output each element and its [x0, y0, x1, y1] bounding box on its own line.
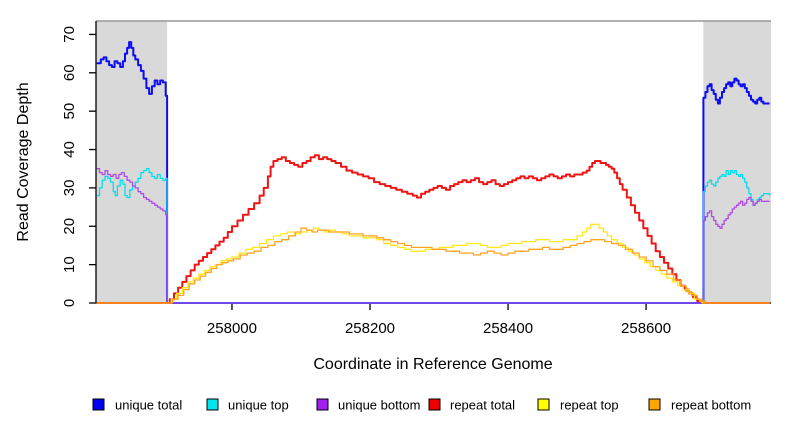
shaded-regions	[96, 21, 771, 303]
shaded-region	[703, 21, 771, 303]
legend-item: unique total	[92, 398, 182, 413]
legend-item: repeat top	[537, 398, 619, 413]
legend: unique total unique top unique bottom repea…	[92, 398, 751, 413]
x-tick-label: 258200	[345, 320, 395, 337]
legend-label: unique bottom	[338, 398, 420, 413]
x-tick-label: 258000	[207, 320, 257, 337]
legend-item: unique bottom	[316, 398, 420, 413]
x-axis-title: Coordinate in Reference Genome	[313, 356, 552, 373]
series-line-unique-bottom	[96, 168, 770, 304]
series-line-unique-total	[96, 41, 770, 304]
legend-item: repeat total	[428, 398, 515, 413]
y-tick-label: 40	[61, 141, 78, 158]
legend-label: unique top	[228, 398, 289, 413]
legend-swatch	[648, 398, 661, 411]
y-tick-label: 60	[61, 64, 78, 81]
x-tick-label: 258600	[621, 320, 671, 337]
y-tick-label: 10	[61, 256, 78, 273]
legend-swatch	[92, 398, 105, 411]
shaded-region	[96, 21, 168, 303]
y-axis-ticks: 0 10 20 30 40 50 60 70	[61, 26, 96, 307]
y-tick-label: 30	[61, 180, 78, 197]
legend-label: repeat top	[560, 398, 619, 413]
legend-label: repeat bottom	[671, 398, 751, 413]
series-line-repeat-bottom	[96, 227, 770, 304]
legend-swatch	[206, 398, 219, 411]
y-axis-title: Read Coverage Depth	[15, 82, 32, 241]
series-line-unique-top	[96, 168, 771, 304]
legend-swatch	[316, 398, 329, 411]
legend-label: repeat total	[450, 398, 515, 413]
legend-swatch	[537, 398, 550, 411]
y-tick-label: 20	[61, 218, 78, 235]
legend-label: unique total	[115, 398, 182, 413]
axes	[95, 21, 771, 304]
x-axis-ticks: 258000 258200 258400 258600	[207, 303, 671, 337]
series-line-repeat-total	[96, 154, 770, 304]
series-lines	[96, 41, 771, 304]
x-tick-label: 258400	[483, 320, 533, 337]
legend-swatch	[428, 398, 441, 411]
y-tick-label: 70	[61, 26, 78, 43]
y-tick-label: 0	[61, 299, 78, 307]
legend-item: unique top	[206, 398, 289, 413]
y-tick-label: 50	[61, 103, 78, 120]
legend-item: repeat bottom	[648, 398, 751, 413]
